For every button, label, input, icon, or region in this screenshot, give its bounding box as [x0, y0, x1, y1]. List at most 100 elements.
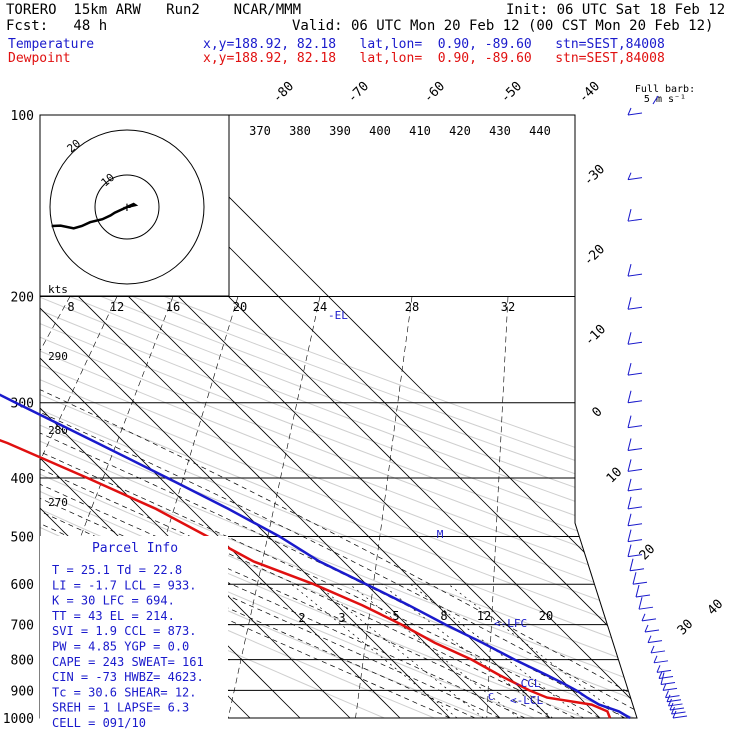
wind-barb-staff	[627, 218, 643, 222]
theta-label: 440	[529, 124, 551, 138]
wind-barb-staff	[671, 711, 686, 715]
wind-barb-staff	[665, 695, 680, 699]
kts-curve	[355, 296, 413, 718]
temperature-legend: Temperature	[8, 37, 95, 52]
diagram-frame	[39, 114, 638, 719]
parcel-row: SVI = 1.9 CCL = 873.	[52, 624, 197, 638]
wind-barb-flag	[666, 694, 671, 702]
mixing-ratio-label: 3	[338, 611, 345, 625]
isotherm-label: -50	[498, 79, 525, 106]
wind-barb-flag	[668, 698, 672, 707]
parcel-row: PW = 4.85 YGP = 0.0	[52, 640, 189, 654]
dry-adiabat	[40, 115, 637, 718]
wind-barb-staff	[627, 341, 643, 345]
wind-key-staff	[652, 95, 659, 105]
parcel-row: T = 25.1 Td = 22.8	[52, 563, 182, 577]
wind-barb-flag	[627, 362, 632, 376]
isotherm	[146, 115, 637, 718]
isotherm-label: -10	[582, 322, 609, 349]
dry-adiabat	[40, 115, 637, 718]
hodograph-ring-20	[49, 129, 205, 285]
dry-adiabat	[40, 115, 635, 718]
wind-barb-flag	[672, 710, 677, 719]
wind-barb-staff	[627, 400, 643, 404]
wind-barb-staff	[669, 707, 685, 711]
wind-barb-staff	[647, 640, 663, 644]
pressure-label: 400	[11, 472, 34, 487]
moist-adiabat	[40, 220, 526, 718]
theta-label: 430	[489, 124, 511, 138]
theta-label: 420	[449, 124, 471, 138]
kts-tick: 28	[405, 300, 419, 314]
dry-adiabat	[40, 115, 637, 718]
wind-barb-staff	[627, 372, 643, 376]
parcel-row: SREH = 1 LAPSE= 6.3	[52, 701, 189, 715]
pressure-label: 600	[11, 578, 34, 593]
m-marker: M	[437, 528, 444, 541]
isotherm-label: -80	[270, 79, 297, 106]
mixing-ratio-label: 5	[392, 609, 399, 623]
wind-barb-staff	[656, 669, 672, 673]
wind-barb-staff	[627, 425, 643, 429]
pressure-label: 1000	[3, 712, 34, 727]
kts-tick: 8	[67, 300, 74, 314]
wind-barb-flag	[647, 635, 652, 643]
isotherm-label: 40	[705, 597, 727, 619]
isotherm-label: -60	[421, 79, 448, 106]
wind-barb-staff	[627, 273, 643, 277]
temperature-trace	[0, 393, 631, 720]
theta-label: 400	[369, 124, 391, 138]
mixing-ratio-label: 20	[539, 609, 553, 623]
theta-label: 390	[329, 124, 351, 138]
wind-barb-flag	[638, 597, 643, 610]
isotherm-label: 0	[589, 404, 605, 420]
wind-barb-flag	[627, 107, 632, 116]
isotherm-label: -30	[581, 162, 608, 189]
wind-barb-staff	[627, 306, 643, 310]
moist-adiabat	[40, 220, 637, 718]
wind-barb-flag	[627, 544, 632, 557]
dry-adiabat	[40, 115, 637, 718]
kts-curve	[486, 296, 509, 718]
wind-barb-flag	[627, 478, 632, 491]
wind-barb-staff	[638, 606, 654, 610]
wind-barb-flag	[644, 624, 649, 633]
moist-adiabat	[40, 220, 576, 718]
wind-barb-flag	[653, 655, 658, 664]
wind-barb-staff	[627, 468, 643, 472]
wind-barb-staff	[641, 618, 657, 622]
pressure-label: 800	[11, 654, 34, 669]
isotherm-label: -70	[345, 79, 372, 106]
kts-tick: 32	[501, 300, 515, 314]
wind-barb-flag	[627, 209, 632, 222]
kts-curve	[40, 296, 174, 718]
wind-barb-staff	[653, 660, 669, 664]
el-marker: -EL	[328, 309, 348, 322]
dry-adiabat	[40, 115, 637, 718]
wind-barb-staff	[627, 539, 643, 543]
dry-adiabat	[40, 115, 637, 718]
wind-barb-staff	[627, 523, 643, 527]
pressure-label: 900	[11, 684, 34, 699]
wind-barb-flag	[627, 332, 632, 345]
isotherm-label: 30	[675, 617, 697, 639]
parcel-title: Parcel Info	[92, 541, 178, 556]
pressure-label: 200	[11, 291, 34, 306]
dewpoint-point-info: x,y=188.92, 82.18 lat,lon= 0.90, -89.60 …	[203, 51, 665, 66]
wind-barb-flag	[658, 671, 663, 679]
wind-barb-flag	[627, 496, 632, 510]
isotherm-label: -40	[576, 79, 603, 106]
init-time: Init: 06 UTC Sat 18 Feb 12	[506, 2, 726, 18]
parcel-row: LI = -1.7 LCL = 933.	[52, 578, 197, 592]
wind-barb-staff	[660, 682, 676, 686]
wind-barb-flag	[627, 297, 632, 310]
dry-adiabat	[40, 115, 637, 718]
parcel-row: CELL = 091/10	[52, 716, 146, 730]
dewpoint-trace	[0, 438, 612, 719]
moist-adiabat	[40, 220, 601, 718]
wind-barb-flag	[671, 706, 675, 715]
dry-adiabat	[40, 115, 637, 718]
wind-barb-flag	[650, 645, 655, 654]
parcel-row: TT = 43 EL = 214.	[52, 609, 175, 623]
